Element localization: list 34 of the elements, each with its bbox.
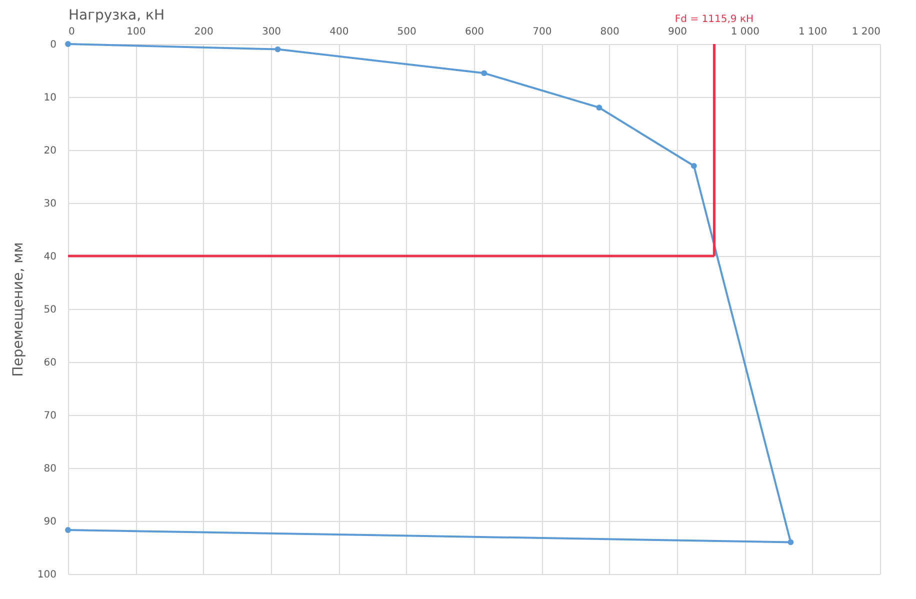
y-tick-label: 40 bbox=[44, 252, 56, 262]
x-tick-label: 300 bbox=[262, 26, 282, 38]
x-axis-title: Нагрузка, кН bbox=[68, 8, 164, 24]
point bbox=[65, 41, 71, 47]
y-tick-label: 90 bbox=[44, 516, 56, 528]
x-tick-label: 500 bbox=[397, 26, 416, 38]
x-tick-label: 800 bbox=[600, 26, 620, 38]
point bbox=[274, 46, 281, 52]
x-tick-label: 0 bbox=[68, 26, 75, 38]
point bbox=[690, 162, 697, 169]
x-tick-label: 100 bbox=[126, 26, 146, 38]
y-tick-label: 20 bbox=[44, 146, 56, 156]
x-tick-label: 200 bbox=[194, 26, 214, 38]
point bbox=[788, 539, 794, 546]
y-tick-label: 10 bbox=[44, 92, 56, 104]
point bbox=[481, 70, 488, 76]
y-tick-label: 70 bbox=[44, 410, 56, 422]
text: Fd = 1115,9 кН bbox=[674, 14, 754, 25]
x-tick-label: 400 bbox=[330, 26, 349, 38]
x-tick-label: 900 bbox=[668, 26, 688, 38]
x-tick-label: 1 000 bbox=[730, 26, 760, 38]
y-tick-label: 0 bbox=[50, 40, 56, 50]
y-axis-title: Перемещение, мм bbox=[10, 242, 26, 377]
y-tick-label: 30 bbox=[44, 198, 56, 210]
x-tick-label: 1 200 bbox=[852, 26, 880, 38]
x-tick-label: 600 bbox=[464, 26, 484, 38]
x-tick-label: 700 bbox=[532, 26, 552, 38]
point bbox=[596, 104, 602, 111]
y-tick-label: 100 bbox=[37, 570, 56, 580]
y-tick-label: 80 bbox=[44, 464, 56, 474]
y-tick-label: 60 bbox=[44, 358, 56, 368]
point bbox=[65, 527, 71, 533]
y-tick-label: 50 bbox=[44, 304, 56, 316]
x-tick-label: 1 100 bbox=[798, 26, 828, 38]
